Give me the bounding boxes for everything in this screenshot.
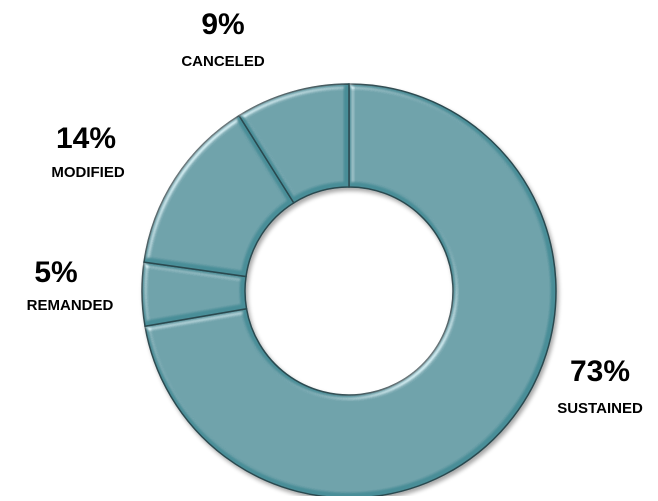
label-name-modified: MODIFIED [51, 164, 125, 181]
label-name-remanded: REMANDED [26, 297, 114, 314]
label-value-modified: 14% [55, 122, 117, 155]
slice-group [141, 83, 557, 499]
label-value-remanded: 5% [34, 256, 78, 289]
slice-modified [143, 114, 295, 278]
slice-canceled [238, 83, 350, 204]
label-name-sustained: SUSTAINED [557, 400, 643, 417]
label-value-canceled: 9% [201, 8, 245, 41]
label-name-canceled: CANCELED [181, 53, 265, 70]
slice-sustained [144, 83, 557, 499]
label-value-sustained: 73% [569, 355, 631, 388]
